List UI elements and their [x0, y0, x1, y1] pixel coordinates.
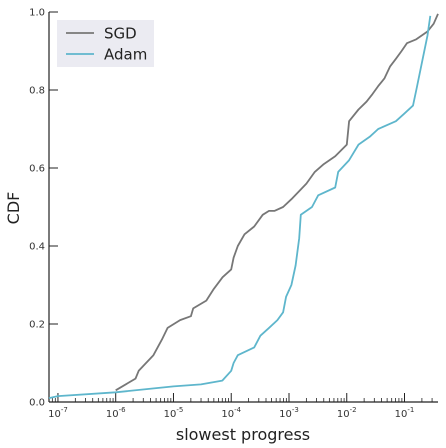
- x-tick-label: 10-6: [106, 406, 126, 420]
- x-tick-label: 10-4: [221, 406, 241, 420]
- x-tick-label: 10-5: [164, 406, 184, 420]
- y-tick-label: 1.0: [29, 8, 45, 19]
- x-tick-label: 10-1: [395, 406, 415, 420]
- y-tick-label: 0.2: [29, 320, 45, 331]
- legend-label-sgd: SGD: [104, 25, 137, 43]
- x-tick-label: 10-7: [48, 406, 68, 420]
- legend: SGD Adam: [57, 20, 154, 67]
- y-axis-label: CDF: [4, 192, 23, 225]
- series-line-adam: [48, 15, 432, 399]
- x-axis: 10-7 10-6 10-5 10-4 10-3 10-2 10-1: [48, 393, 438, 420]
- legend-box: [57, 20, 154, 67]
- x-axis-label: slowest progress: [176, 425, 310, 444]
- y-axis: 0.0 0.2 0.4 0.6 0.8 1.0: [29, 8, 58, 409]
- y-tick-label: 0.6: [29, 164, 45, 175]
- legend-label-adam: Adam: [104, 46, 147, 64]
- y-tick-label: 0.0: [29, 398, 45, 409]
- y-tick-label: 0.4: [29, 242, 45, 253]
- x-tick-label: 10-3: [279, 406, 299, 420]
- x-tick-label: 10-2: [337, 406, 357, 420]
- series-line-sgd: [115, 13, 439, 392]
- y-tick-label: 0.8: [29, 86, 45, 97]
- plot-lines: [48, 13, 439, 399]
